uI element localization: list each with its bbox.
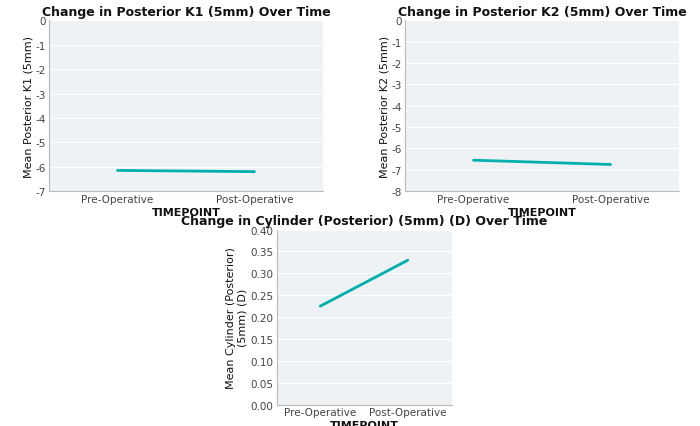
X-axis label: TIMEPOINT: TIMEPOINT bbox=[508, 207, 577, 217]
Title: Change in Posterior K2 (5mm) Over Time: Change in Posterior K2 (5mm) Over Time bbox=[398, 6, 687, 19]
Title: Change in Posterior K1 (5mm) Over Time: Change in Posterior K1 (5mm) Over Time bbox=[41, 6, 330, 19]
Y-axis label: Mean Posterior K1 (5mm): Mean Posterior K1 (5mm) bbox=[23, 36, 33, 177]
X-axis label: TIMEPOINT: TIMEPOINT bbox=[151, 207, 220, 217]
Y-axis label: Mean Posterior K2 (5mm): Mean Posterior K2 (5mm) bbox=[379, 36, 389, 177]
X-axis label: TIMEPOINT: TIMEPOINT bbox=[330, 420, 398, 426]
Y-axis label: Mean Cylinder (Posterior)
(5mm) (D): Mean Cylinder (Posterior) (5mm) (D) bbox=[226, 247, 248, 388]
Title: Change in Cylinder (Posterior) (5mm) (D) Over Time: Change in Cylinder (Posterior) (5mm) (D)… bbox=[181, 215, 547, 227]
